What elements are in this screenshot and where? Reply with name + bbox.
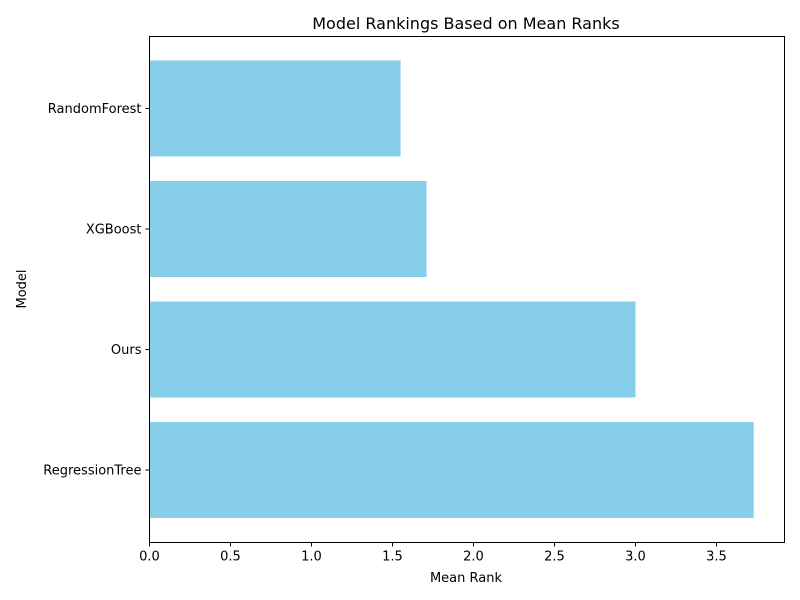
y-tick-label: Ours xyxy=(111,343,142,358)
y-tick-label: RegressionTree xyxy=(43,464,141,479)
x-tick-label: 0.5 xyxy=(220,550,241,565)
chart-title: Model Rankings Based on Mean Ranks xyxy=(312,14,619,33)
bar-randomforest xyxy=(149,60,401,157)
x-tick-label: 3.0 xyxy=(625,550,646,565)
x-tick-label: 2.0 xyxy=(463,550,484,565)
x-axis-ticks: 0.0 0.5 1.0 1.5 2.0 2.5 3.0 3.5 xyxy=(139,542,727,565)
y-tick-label: XGBoost xyxy=(86,223,142,238)
bars-group xyxy=(149,60,754,518)
bar-ours xyxy=(149,301,636,398)
y-axis-ticks: RandomForest XGBoost Ours RegressionTree xyxy=(43,102,150,479)
x-tick-label: 2.5 xyxy=(544,550,565,565)
plot-frame xyxy=(149,36,785,543)
bar-xgboost xyxy=(149,181,427,277)
x-tick-label: 0.0 xyxy=(139,550,160,565)
bar-regressiontree xyxy=(149,422,754,518)
y-axis-label: Model xyxy=(15,269,30,308)
y-tick-label: RandomForest xyxy=(48,102,142,117)
x-tick-label: 1.0 xyxy=(301,550,322,565)
x-axis-label: Mean Rank xyxy=(430,571,503,586)
x-tick-label: 3.5 xyxy=(706,550,727,565)
x-tick-label: 1.5 xyxy=(382,550,403,565)
